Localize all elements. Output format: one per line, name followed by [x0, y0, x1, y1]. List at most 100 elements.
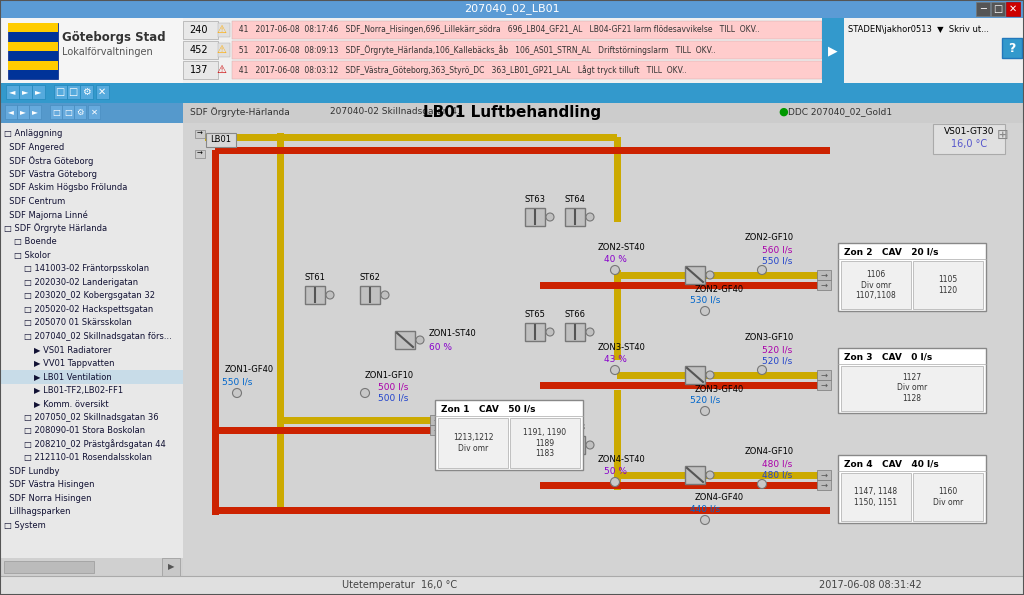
- Bar: [817, 270, 831, 280]
- Circle shape: [758, 480, 767, 488]
- Circle shape: [610, 265, 620, 274]
- Bar: [218, 23, 230, 37]
- Text: 530 l/s: 530 l/s: [690, 296, 720, 305]
- Text: LB01 Luftbehandling: LB01 Luftbehandling: [423, 105, 601, 120]
- Bar: [841, 366, 983, 411]
- Circle shape: [546, 213, 554, 221]
- Bar: [215, 507, 830, 514]
- Bar: [62, 105, 74, 119]
- Text: ►: ►: [20, 108, 26, 117]
- Bar: [614, 390, 621, 490]
- Bar: [96, 85, 109, 99]
- Text: Zon 1   CAV   50 l/s: Zon 1 CAV 50 l/s: [441, 405, 536, 414]
- Text: →: →: [820, 271, 827, 280]
- Bar: [565, 436, 585, 454]
- Text: □: □: [69, 87, 78, 97]
- Bar: [0, 576, 1024, 595]
- Text: 1105
1120: 1105 1120: [938, 275, 957, 295]
- Bar: [218, 43, 230, 57]
- Bar: [510, 418, 580, 468]
- Text: SDF Östra Göteborg: SDF Östra Göteborg: [4, 156, 93, 165]
- Bar: [913, 261, 983, 309]
- Bar: [841, 473, 911, 521]
- Bar: [162, 558, 180, 576]
- Bar: [838, 455, 986, 523]
- Text: 480 l/s: 480 l/s: [762, 471, 793, 480]
- Text: SDF Norra Hisingen: SDF Norra Hisingen: [4, 494, 91, 503]
- Text: 520 l/s: 520 l/s: [762, 346, 793, 355]
- Text: ⚠: ⚠: [216, 25, 226, 35]
- Bar: [525, 208, 545, 226]
- Bar: [0, 558, 183, 576]
- Circle shape: [706, 371, 714, 379]
- Text: ST61: ST61: [304, 273, 326, 282]
- Bar: [525, 323, 545, 341]
- Text: ST67: ST67: [524, 423, 546, 432]
- Text: □: □: [52, 108, 60, 117]
- Text: ZON4-GF40: ZON4-GF40: [695, 493, 744, 503]
- Text: →: →: [820, 380, 827, 390]
- Bar: [395, 331, 415, 349]
- Text: 41   2017-06-08  08:03:12   SDF_Västra_Göteborg,363_Styrö_DC   363_LB01_GP21_LAL: 41 2017-06-08 08:03:12 SDF_Västra_Götebo…: [234, 65, 687, 75]
- Text: SDF Västra Hisingen: SDF Västra Hisingen: [4, 480, 94, 489]
- Bar: [617, 272, 824, 279]
- Text: 50 %: 50 %: [603, 468, 627, 477]
- Bar: [195, 150, 205, 158]
- Bar: [19, 85, 32, 99]
- Text: ●: ●: [778, 107, 787, 117]
- Text: 550 l/s: 550 l/s: [762, 256, 793, 265]
- Text: ST63: ST63: [524, 195, 546, 204]
- Bar: [67, 85, 80, 99]
- Bar: [215, 427, 480, 434]
- Bar: [0, 370, 183, 384]
- Text: ZON4-GF10: ZON4-GF10: [745, 447, 795, 456]
- Circle shape: [232, 389, 242, 397]
- Text: 560 l/s: 560 l/s: [762, 246, 793, 255]
- Circle shape: [758, 265, 767, 274]
- Circle shape: [586, 441, 594, 449]
- Bar: [206, 133, 236, 147]
- Text: ZON2-GF10: ZON2-GF10: [745, 233, 795, 243]
- Bar: [0, 83, 1024, 103]
- Text: SDF Majorna Linné: SDF Majorna Linné: [4, 210, 88, 220]
- Bar: [232, 21, 822, 39]
- Bar: [80, 85, 93, 99]
- Text: □: □: [993, 4, 1002, 14]
- Text: →: →: [433, 425, 440, 434]
- Text: Lillhagsparken: Lillhagsparken: [4, 508, 71, 516]
- Text: ?: ?: [1009, 42, 1016, 55]
- Text: →: →: [820, 471, 827, 480]
- Text: □ 202030-02 Landerigatan: □ 202030-02 Landerigatan: [24, 278, 138, 287]
- Text: ✕: ✕: [90, 108, 97, 117]
- Bar: [0, 123, 183, 576]
- Circle shape: [546, 441, 554, 449]
- Bar: [817, 480, 831, 490]
- Text: ST64: ST64: [564, 195, 586, 204]
- Bar: [232, 61, 822, 79]
- Bar: [360, 286, 380, 304]
- Circle shape: [610, 365, 620, 374]
- Text: ZON1-GF10: ZON1-GF10: [365, 371, 414, 380]
- Bar: [430, 415, 444, 425]
- Text: 43 %: 43 %: [603, 355, 627, 365]
- Text: Göteborgs Stad: Göteborgs Stad: [62, 32, 166, 45]
- Bar: [1006, 2, 1020, 16]
- Bar: [685, 266, 705, 284]
- Text: ►: ►: [32, 108, 38, 117]
- Bar: [685, 366, 705, 384]
- Text: 1160
Div omr: 1160 Div omr: [933, 487, 964, 507]
- Bar: [817, 370, 831, 380]
- Circle shape: [381, 291, 389, 299]
- Text: □: □: [55, 87, 65, 97]
- Bar: [212, 150, 219, 515]
- Text: ▶ LB01 Ventilation: ▶ LB01 Ventilation: [34, 372, 112, 381]
- Text: □ 212110-01 Rosendalsskolan: □ 212110-01 Rosendalsskolan: [24, 453, 152, 462]
- Bar: [565, 323, 585, 341]
- Text: ZON3-ST40: ZON3-ST40: [598, 343, 646, 352]
- Text: □ 207050_02 Skillnadsgatan 36: □ 207050_02 Skillnadsgatan 36: [24, 413, 159, 422]
- Bar: [205, 134, 617, 141]
- Bar: [0, 0, 1024, 18]
- Text: ◄: ◄: [8, 108, 14, 117]
- Text: ▶ VV01 Tappvatten: ▶ VV01 Tappvatten: [34, 359, 115, 368]
- Text: □ 141003-02 Fräntorpsskolan: □ 141003-02 Fräntorpsskolan: [24, 264, 150, 273]
